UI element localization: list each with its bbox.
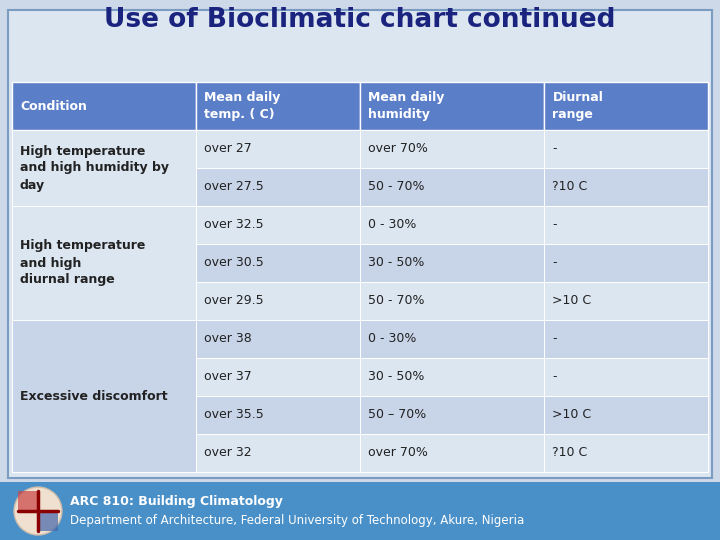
Bar (12, 320, 197, 358)
Bar (197, 282, 360, 320)
Bar (12, 244, 197, 282)
Bar (544, 434, 708, 472)
Bar (12, 130, 197, 168)
Bar (360, 206, 544, 244)
Text: over 70%: over 70% (368, 447, 428, 460)
Text: 50 - 70%: 50 - 70% (368, 180, 425, 193)
Bar (544, 396, 708, 434)
Bar (360, 282, 544, 320)
Bar (360, 168, 544, 206)
Bar (544, 206, 708, 244)
Bar (197, 130, 360, 168)
Text: 50 – 70%: 50 – 70% (368, 408, 426, 422)
Bar (544, 358, 708, 396)
Bar (197, 434, 360, 472)
Bar (12, 206, 197, 320)
Text: 50 - 70%: 50 - 70% (368, 294, 425, 307)
Text: Mean daily
temp. ( C): Mean daily temp. ( C) (204, 91, 281, 121)
Bar (12, 320, 197, 472)
Bar (197, 82, 360, 130)
Text: Excessive discomfort: Excessive discomfort (20, 389, 168, 402)
Bar (360, 244, 544, 282)
Text: Department of Architecture, Federal University of Technology, Akure, Nigeria: Department of Architecture, Federal Univ… (70, 515, 524, 528)
Text: >10 C: >10 C (552, 408, 592, 422)
Text: -: - (552, 370, 557, 383)
Bar (360, 358, 544, 396)
Text: -: - (552, 143, 557, 156)
Bar (197, 244, 360, 282)
Bar (197, 206, 360, 244)
Text: -: - (552, 256, 557, 269)
Bar (12, 168, 197, 206)
Bar (0, 482, 720, 540)
Text: -: - (552, 333, 557, 346)
Bar (544, 282, 708, 320)
Text: over 27.5: over 27.5 (204, 180, 264, 193)
Text: ?10 C: ?10 C (552, 180, 588, 193)
Bar (360, 130, 544, 168)
Text: High temperature
and high humidity by
day: High temperature and high humidity by da… (20, 145, 169, 192)
Bar (18, 491, 38, 511)
Bar (12, 434, 197, 472)
Bar (12, 130, 197, 206)
Text: 0 - 30%: 0 - 30% (368, 333, 416, 346)
Text: over 30.5: over 30.5 (204, 256, 264, 269)
Bar (12, 82, 197, 130)
Text: over 37: over 37 (204, 370, 252, 383)
Text: over 70%: over 70% (368, 143, 428, 156)
Text: >10 C: >10 C (552, 294, 592, 307)
Text: Condition: Condition (20, 99, 87, 112)
Bar (544, 320, 708, 358)
Text: over 38: over 38 (204, 333, 252, 346)
Text: Use of Bioclimatic chart continued: Use of Bioclimatic chart continued (104, 7, 616, 33)
Bar (38, 511, 58, 531)
Bar (197, 168, 360, 206)
Text: Mean daily
humidity: Mean daily humidity (368, 91, 444, 121)
Text: over 32.5: over 32.5 (204, 219, 264, 232)
Text: over 27: over 27 (204, 143, 252, 156)
Bar (360, 434, 544, 472)
Bar (197, 358, 360, 396)
Text: ?10 C: ?10 C (552, 447, 588, 460)
Bar (8, 10, 712, 478)
Text: 30 - 50%: 30 - 50% (368, 370, 424, 383)
Bar (360, 320, 544, 358)
Text: ARC 810: Building Climatology: ARC 810: Building Climatology (70, 495, 283, 508)
Bar (360, 396, 544, 434)
Bar (12, 396, 197, 434)
Text: over 29.5: over 29.5 (204, 294, 264, 307)
Bar (360, 82, 544, 130)
Bar (544, 244, 708, 282)
Circle shape (14, 487, 62, 535)
Text: 30 - 50%: 30 - 50% (368, 256, 424, 269)
Bar (197, 396, 360, 434)
Text: 0 - 30%: 0 - 30% (368, 219, 416, 232)
Bar (12, 282, 197, 320)
Text: -: - (552, 219, 557, 232)
Bar (12, 206, 197, 244)
Bar (197, 320, 360, 358)
Bar (544, 168, 708, 206)
Text: Diurnal
range: Diurnal range (552, 91, 603, 121)
Bar (544, 130, 708, 168)
Text: over 32: over 32 (204, 447, 252, 460)
Text: over 35.5: over 35.5 (204, 408, 264, 422)
Text: High temperature
and high
diurnal range: High temperature and high diurnal range (20, 240, 145, 287)
Bar (544, 82, 708, 130)
Bar (12, 358, 197, 396)
